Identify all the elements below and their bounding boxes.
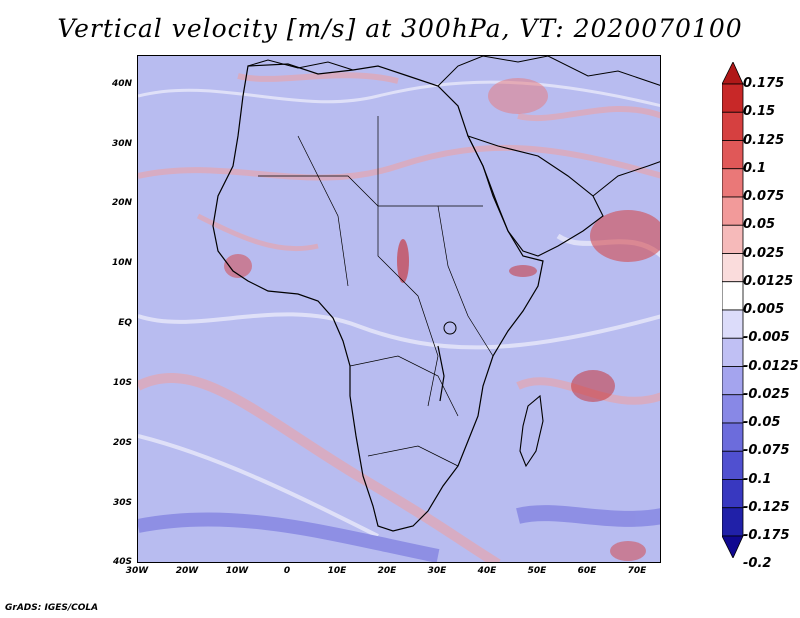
lat-tick: EQ [118, 318, 132, 328]
footer-credit: GrADS: IGES/COLA [5, 603, 99, 613]
map-panel[interactable] [137, 55, 661, 563]
lon-tick: 40E [477, 566, 497, 576]
colorbar-box [722, 140, 744, 170]
lon-tick: 60E [577, 566, 597, 576]
colorbar-top-triangle [722, 62, 744, 85]
colorbar-box [722, 253, 744, 283]
lon-tick: 50E [527, 566, 547, 576]
velocity-field [138, 56, 660, 562]
lon-tick: 20E [377, 566, 397, 576]
colorbar-level-label: 0.025 [743, 245, 785, 261]
lat-tick: 10N [111, 258, 132, 268]
colorbar-level-label: -0.05 [743, 415, 781, 430]
colorbar-box [722, 507, 744, 537]
lat-tick: 20S [112, 438, 132, 448]
colorbar [722, 62, 744, 558]
lon-tick: 20W [175, 566, 199, 576]
lat-tick: 20N [111, 198, 132, 208]
colorbar-level-label: 0.175 [743, 76, 785, 91]
colorbar-box [722, 479, 744, 509]
colorbar-box [722, 196, 744, 226]
colorbar-level-label: -0.175 [743, 528, 790, 543]
colorbar-level-label: -0.005 [743, 330, 790, 346]
colorbar-bottom-triangle [722, 535, 744, 558]
colorbar-level-label: 0.15 [743, 104, 776, 120]
colorbar-box [722, 281, 744, 311]
colorbar-box [722, 83, 744, 113]
lon-tick: 10E [327, 566, 347, 576]
colorbar-level-label: 0.125 [743, 132, 785, 148]
colorbar-box [722, 337, 744, 367]
colorbar-level-label: 0.05 [743, 217, 776, 233]
lon-tick: 10W [225, 566, 249, 576]
lat-tick: 40S [112, 557, 132, 567]
colorbar-level-label: 0.075 [743, 189, 785, 204]
lon-tick: 30E [427, 566, 447, 576]
lat-tick: 30S [112, 498, 132, 508]
lon-tick: 0 [283, 566, 291, 576]
lon-tick: 70E [627, 566, 647, 576]
colorbar-box [722, 168, 744, 198]
lat-tick: 30N [111, 139, 132, 149]
colorbar-level-label: -0.2 [743, 556, 772, 572]
colorbar-level-label: -0.025 [743, 386, 790, 402]
colorbar-level-label: -0.125 [743, 499, 790, 515]
colorbar-level-label: -0.0125 [743, 358, 799, 374]
colorbar-level-label: 0.0125 [743, 273, 794, 289]
colorbar-box [722, 224, 744, 254]
colorbar-box [722, 309, 744, 339]
colorbar-box [722, 111, 744, 141]
colorbar-box [722, 366, 744, 396]
colorbar-level-label: 0.1 [743, 160, 767, 176]
colorbar-box [722, 450, 744, 480]
colorbar-level-label: 0.005 [743, 302, 785, 317]
lat-tick: 10S [112, 378, 132, 388]
colorbar-box [722, 394, 744, 424]
colorbar-level-label: -0.1 [743, 471, 772, 487]
lat-tick: 40N [111, 79, 132, 89]
colorbar-box [722, 422, 744, 452]
lon-tick: 30W [125, 566, 149, 576]
map-title: Vertical velocity [m/s] at 300hPa, VT: 2… [57, 14, 743, 43]
colorbar-level-label: -0.075 [743, 443, 790, 459]
